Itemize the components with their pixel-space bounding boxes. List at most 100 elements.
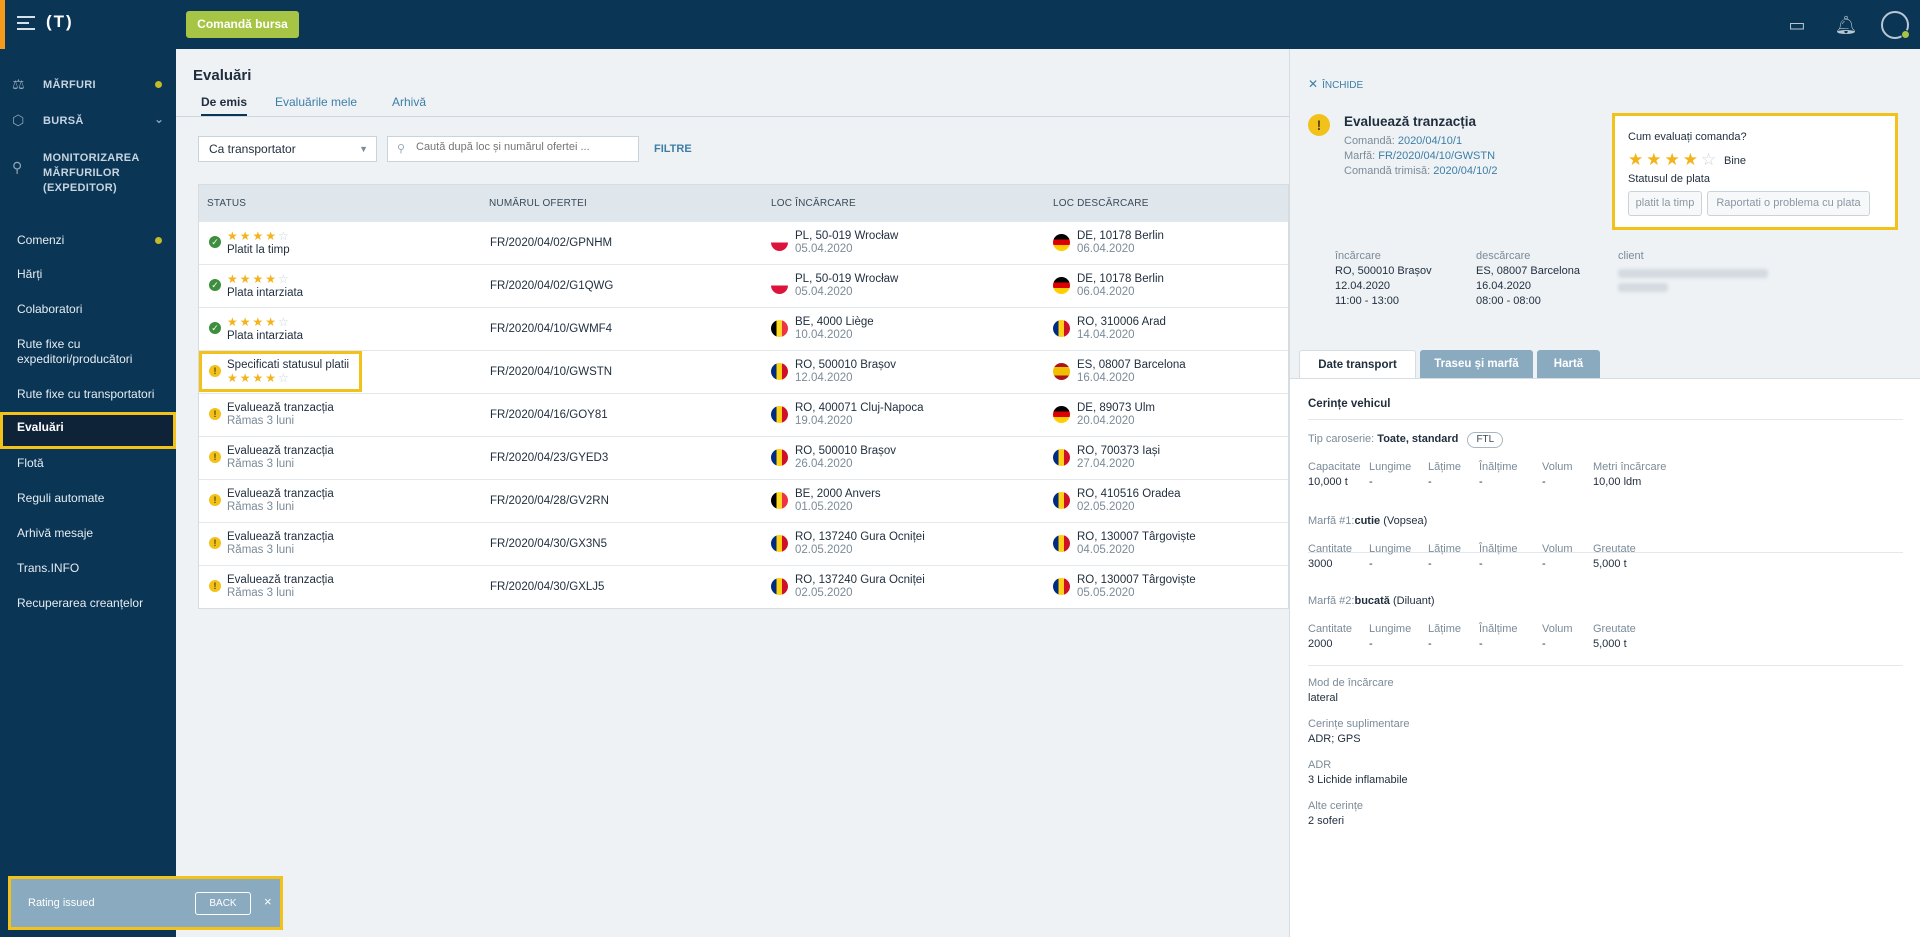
spec-value: - [1428,558,1432,570]
logo[interactable]: (T) [46,12,74,31]
table-row[interactable]: ! Evaluează tranzacția Rămas 3 luni FR/2020… [199,393,1288,436]
table-row[interactable]: ✓ ★★★★☆ Plata intarziata FR/2020/04/02/G1QW… [199,264,1288,307]
row-status-label[interactable]: Evaluează tranzacția [227,531,334,543]
loading-date: 05.04.2020 [795,286,853,298]
spec-column: Metri încărcare 10,00 ldm [1593,460,1666,490]
tab-archive[interactable]: Arhivă [392,95,427,109]
spec-label: Greutate [1593,543,1636,555]
table-row[interactable]: ! Evaluează tranzacția Rămas 3 luni FR/2020… [199,565,1288,608]
spec-value: - [1542,476,1546,488]
sidebar-item-message-archive[interactable]: Arhivă mesaje [0,526,176,541]
rating-stars[interactable]: ★★★★☆ [1628,150,1720,169]
flag-ro-icon [771,363,788,380]
bell-icon[interactable]: 🔔︎ [1834,15,1858,35]
hamburger-menu-icon[interactable] [17,16,35,30]
paid-on-time-button[interactable]: platit la timp [1628,191,1702,216]
row-status-label: Plata intarziata [227,287,304,299]
sidebar-item-fixed-routes-carriers[interactable]: Rute fixe cu transportatori [0,387,176,402]
column-header-unloading[interactable]: LOC DESCĂRCARE [1053,198,1149,209]
table-row[interactable]: ✓ ★★★★☆ Plata intarziata FR/2020/04/10/GWMF… [199,307,1288,350]
page-title: Evaluări [193,67,252,84]
spec-value: 5,000 t [1593,638,1627,650]
cargo-2-label: Marfă #2: [1308,595,1355,607]
spec-column: Înălțime - [1479,622,1518,652]
column-header-offer[interactable]: NUMĂRUL OFERTEI [489,198,588,209]
report-payment-problem-button[interactable]: Raportati o problema cu plata [1707,191,1870,216]
requirement-item: Alte cerințe 2 soferi [1308,799,1363,829]
loading-place: RO, 500010 Brașov [795,445,897,457]
tab-my-ratings[interactable]: Evaluările mele [275,95,358,109]
loading-cell: RO, 500010 Brașov 12.04.2020 [795,359,896,385]
spec-label: Lungime [1369,623,1412,635]
sidebar-item-debt-recovery[interactable]: Recuperarea creanțelor [0,596,176,611]
tabs-divider [1290,378,1920,379]
table-row[interactable]: ✓ ★★★★☆ Platit la timp FR/2020/04/02/GPNHM P… [199,221,1288,264]
row-rating-stars: ★★★★☆ [227,229,291,243]
row-status-label[interactable]: Evaluează tranzacția [227,488,334,500]
close-toast-icon[interactable]: × [264,894,272,909]
sidebar-item-maps[interactable]: Hărți [0,267,176,282]
close-panel-button[interactable]: ✕ ÎNCHIDE [1308,77,1363,91]
search-box[interactable]: ⚲ [387,136,639,162]
loading-time: 11:00 - 13:00 [1335,295,1400,307]
sidebar-item-orders[interactable]: Comenzi [0,233,176,248]
spec-column: Cantitate 2000 [1308,622,1352,652]
cargo-2-extra: (Diluant) [1393,595,1435,607]
column-header-loading[interactable]: LOC ÎNCĂRCARE [771,198,856,209]
flag-ro-icon [1053,578,1070,595]
role-select[interactable]: Ca transportator ▼ [198,136,377,162]
rating-issued-toast: Rating issued BACK × [8,876,283,930]
row-status-label[interactable]: Evaluează tranzacția [227,445,334,457]
flag-de-icon [1053,277,1070,294]
tab-route-and-cargo[interactable]: Traseu și marfă [1420,350,1533,379]
table-row[interactable]: ! Specificati statusul platii ★★★★☆ FR/2020… [199,350,1288,393]
order-link[interactable]: 2020/04/10/1 [1397,135,1463,147]
flag-ro-icon [771,406,788,423]
tab-map[interactable]: Hartă [1537,350,1600,379]
toast-message: Rating issued [28,897,95,909]
flag-pl-icon [771,234,788,251]
requirement-value: 3 Lichide inflamabile [1308,774,1408,786]
tab-to-issue[interactable]: De emis [201,95,248,116]
user-avatar-icon[interactable] [1881,11,1910,39]
loading-cell: RO, 137240 Gura Ocniței 02.05.2020 [795,574,925,600]
chat-icon[interactable]: ▭ [1788,15,1806,35]
cargo-2-name: bucată [1354,595,1390,607]
table-row[interactable]: ! Evaluează tranzacția Rămas 3 luni FR/2020… [199,479,1288,522]
table-row[interactable]: ! Evaluează tranzacția Rămas 3 luni FR/2020… [199,436,1288,479]
sidebar-item-transinfo[interactable]: Trans.INFO [0,561,176,576]
sidebar-item-collaborators[interactable]: Colaboratori [0,302,176,317]
client-info: client [1618,249,1768,292]
unloading-cell: RO, 310006 Arad 14.04.2020 [1077,316,1166,342]
sent-order-link[interactable]: 2020/04/10/2 [1433,165,1498,177]
row-rating-stars: ★★★★☆ [227,315,291,329]
back-button[interactable]: BACK [195,892,251,915]
column-header-status[interactable]: STATUS [207,198,247,209]
row-status-label[interactable]: Evaluează tranzacția [227,402,334,414]
sidebar-item-fleet[interactable]: Flotă [0,456,176,471]
chevron-down-icon[interactable]: ⌄ [153,112,164,126]
sidebar-item-auto-rules[interactable]: Reguli automate [0,491,176,506]
order-meta: Comandă: 2020/04/10/1 [1344,135,1462,147]
sidebar-item-ratings[interactable]: Evaluări [0,412,176,449]
sidebar-item-fixed-routes-shippers[interactable]: Rute fixe cu expeditori/producători [0,337,150,367]
spec-label: Înălțime [1479,623,1518,635]
status-cell: Evaluează tranzacția Rămas 3 luni [227,488,334,514]
unloading-place: DE, 89073 Ulm [1077,402,1155,414]
spec-column: Lățime - [1428,460,1461,490]
cargo-2: Marfă #2:bucată (Diluant) [1308,595,1435,607]
spec-label: Cantitate [1308,623,1353,635]
sidebar-item-label: Recuperarea creanțelor [17,596,144,610]
search-input[interactable] [416,141,631,153]
filters-link[interactable]: FILTRE [654,143,692,155]
cargo-link[interactable]: FR/2020/04/10/GWSTN [1378,150,1496,162]
order-exchange-button[interactable]: Comandă bursa [186,11,299,38]
unloading-place: DE, 10178 Berlin [1077,273,1164,285]
table-header: STATUS NUMĂRUL OFERTEI LOC ÎNCĂRCARE LOC… [199,185,1288,221]
table-row[interactable]: ! Evaluează tranzacția Rămas 3 luni FR/2020… [199,522,1288,565]
ftl-badge: FTL [1467,432,1504,448]
unloading-place: ES, 08007 Barcelona [1077,359,1186,371]
rating-box: Cum evaluați comanda? ★★★★☆ Bine Statusu… [1612,113,1898,230]
row-status-label[interactable]: Evaluează tranzacția [227,574,334,586]
tab-transport-data[interactable]: Date transport [1299,350,1416,379]
